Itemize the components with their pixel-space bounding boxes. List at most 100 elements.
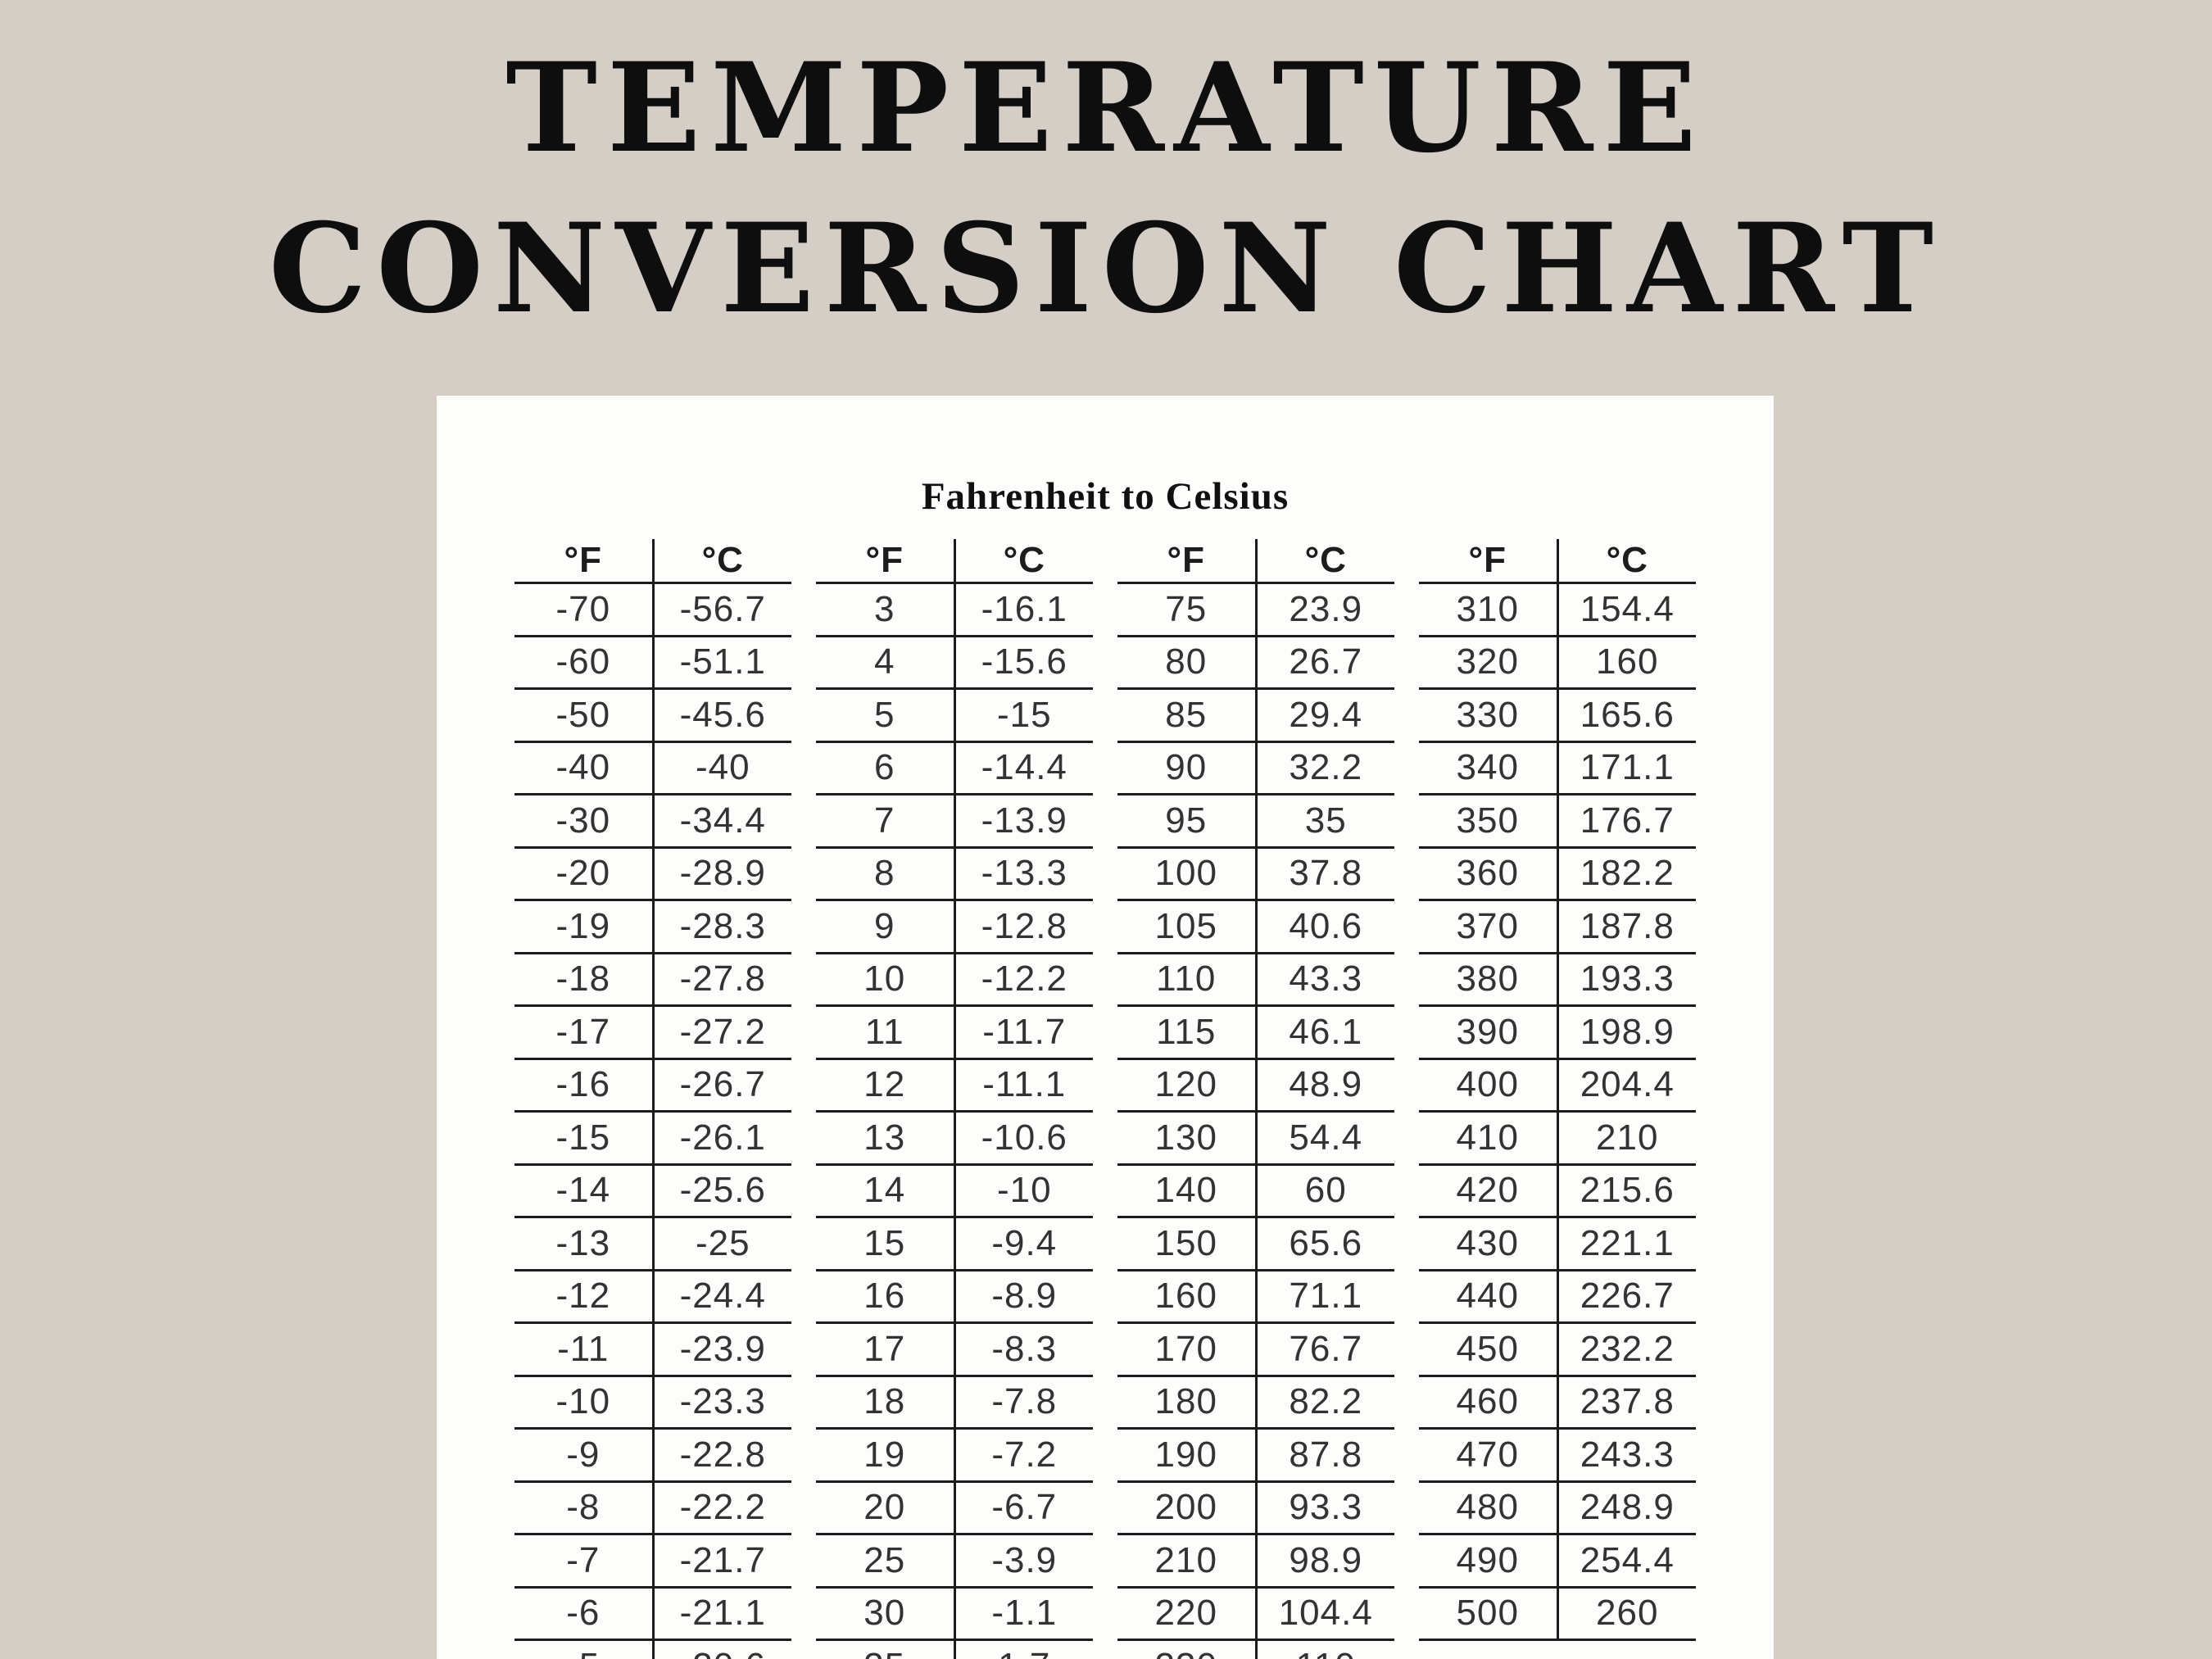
fahrenheit-cell: -6 xyxy=(514,1588,655,1639)
table-row: 75 23.9 xyxy=(1117,582,1394,635)
table-row: 5 -15 xyxy=(816,687,1093,741)
fahrenheit-cell: 360 xyxy=(1419,848,1559,899)
table-row: -18 -27.8 xyxy=(514,951,791,1004)
celsius-cell: -24.4 xyxy=(679,1276,766,1317)
table-row: 13 -10.6 xyxy=(816,1110,1093,1163)
fahrenheit-cell: 140 xyxy=(1117,1165,1258,1216)
fahrenheit-cell: -9 xyxy=(514,1430,655,1480)
fahrenheit-cell: 500 xyxy=(1419,1588,1559,1639)
celsius-cell: -13.3 xyxy=(981,853,1067,894)
fahrenheit-cell: -70 xyxy=(514,584,655,635)
fahrenheit-header-cell: °F xyxy=(1117,539,1258,582)
celsius-cell: -21.7 xyxy=(679,1539,766,1580)
celsius-cell: -28.9 xyxy=(679,853,766,894)
conversion-table-group: °F °C 75 23.9 80 26.7 85 29.4 90 32.2 95 35 100 37.8 1… xyxy=(1117,539,1394,1659)
fahrenheit-cell: -15 xyxy=(514,1113,655,1163)
fahrenheit-cell: 350 xyxy=(1419,796,1559,846)
fahrenheit-cell: 12 xyxy=(816,1059,956,1110)
table-row: 180 82.2 xyxy=(1117,1374,1394,1427)
fahrenheit-cell: 110 xyxy=(1117,954,1258,1004)
celsius-cell: 226.7 xyxy=(1580,1276,1675,1317)
fahrenheit-cell: -16 xyxy=(514,1059,655,1110)
fahrenheit-cell: -8 xyxy=(514,1482,655,1533)
table-row: 400 204.4 xyxy=(1419,1057,1696,1110)
table-row: 95 35 xyxy=(1117,793,1394,846)
table-row: 90 32.2 xyxy=(1117,740,1394,793)
table-row: 20 -6.7 xyxy=(816,1480,1093,1533)
fahrenheit-cell: 410 xyxy=(1419,1113,1559,1163)
celsius-cell: 232.2 xyxy=(1580,1328,1675,1369)
fahrenheit-cell: 450 xyxy=(1419,1324,1559,1375)
table-row: -12 -24.4 xyxy=(514,1268,791,1321)
table-row: 440 226.7 xyxy=(1419,1268,1696,1321)
celsius-cell: 198.9 xyxy=(1580,1011,1675,1052)
table-row: 210 98.9 xyxy=(1117,1533,1394,1586)
table-row: 430 221.1 xyxy=(1419,1216,1696,1269)
fahrenheit-cell: 430 xyxy=(1419,1218,1559,1269)
table-row: 230110 xyxy=(1117,1639,1394,1659)
celsius-cell: -34.4 xyxy=(679,800,766,841)
celsius-cell: -7.2 xyxy=(991,1434,1058,1475)
fahrenheit-cell: 380 xyxy=(1419,954,1559,1004)
celsius-cell: -1.1 xyxy=(991,1593,1058,1634)
fahrenheit-cell: 18 xyxy=(816,1376,956,1427)
fahrenheit-cell: 160 xyxy=(1117,1271,1258,1321)
fahrenheit-cell: -18 xyxy=(514,954,655,1004)
fahrenheit-cell: 11 xyxy=(816,1007,956,1058)
fahrenheit-cell: -40 xyxy=(514,742,655,793)
celsius-cell: -27.8 xyxy=(679,959,766,999)
fahrenheit-cell: 14 xyxy=(816,1165,956,1216)
celsius-cell: 171.1 xyxy=(1580,747,1675,788)
fahrenheit-cell: -14 xyxy=(514,1165,655,1216)
fahrenheit-cell: 170 xyxy=(1117,1324,1258,1375)
celsius-cell: 254.4 xyxy=(1580,1539,1675,1580)
celsius-cell: 65.6 xyxy=(1289,1222,1363,1263)
table-header-row: °F °C xyxy=(1117,539,1394,582)
fahrenheit-header-cell: °F xyxy=(816,539,956,582)
celsius-cell: -23.3 xyxy=(679,1381,766,1422)
celsius-cell: -23.9 xyxy=(679,1328,766,1369)
table-row: -13 -25 xyxy=(514,1216,791,1269)
celsius-cell: -15 xyxy=(996,694,1052,735)
fahrenheit-cell: 10 xyxy=(816,954,956,1004)
table-row: 3 -16.1 xyxy=(816,582,1093,635)
table-row: 450 232.2 xyxy=(1419,1321,1696,1375)
table-row: 10 -12.2 xyxy=(816,951,1093,1004)
table-row: 390 198.9 xyxy=(1419,1004,1696,1058)
table-row: -20 -28.9 xyxy=(514,845,791,899)
table-row: 330 165.6 xyxy=(1419,687,1696,741)
fahrenheit-cell: 420 xyxy=(1419,1165,1559,1216)
celsius-cell: -45.6 xyxy=(679,694,766,735)
fahrenheit-cell: 80 xyxy=(1117,637,1258,687)
celsius-cell: 221.1 xyxy=(1580,1222,1675,1263)
fahrenheit-cell: 4 xyxy=(816,637,956,687)
fahrenheit-cell: 370 xyxy=(1419,901,1559,952)
table-row: 18 -7.8 xyxy=(816,1374,1093,1427)
celsius-cell: 82.2 xyxy=(1289,1381,1363,1422)
celsius-cell: -25.6 xyxy=(679,1170,766,1211)
table-row: 380 193.3 xyxy=(1419,951,1696,1004)
fahrenheit-cell: 3 xyxy=(816,584,956,635)
fahrenheit-cell: 85 xyxy=(1117,690,1258,741)
fahrenheit-cell: 400 xyxy=(1419,1059,1559,1110)
celsius-cell: -56.7 xyxy=(679,588,766,629)
table-row: 470 243.3 xyxy=(1419,1427,1696,1480)
celsius-cell: -10 xyxy=(996,1170,1052,1211)
table-row: -5-20.6 xyxy=(514,1639,791,1659)
table-row: -11 -23.9 xyxy=(514,1321,791,1375)
table-row: -16 -26.7 xyxy=(514,1057,791,1110)
fahrenheit-cell: 20 xyxy=(816,1482,956,1533)
table-row: 4 -15.6 xyxy=(816,634,1093,687)
fahrenheit-cell: -50 xyxy=(514,690,655,741)
fahrenheit-cell: 75 xyxy=(1117,584,1258,635)
table-row: 220 104.4 xyxy=(1117,1585,1394,1639)
table-row: 351.7 xyxy=(816,1639,1093,1659)
celsius-cell: -51.1 xyxy=(679,641,766,682)
fahrenheit-cell: 16 xyxy=(816,1271,956,1321)
fahrenheit-cell: 190 xyxy=(1117,1430,1258,1480)
celsius-cell: -15.6 xyxy=(981,641,1067,682)
table-row: 11 -11.7 xyxy=(816,1004,1093,1058)
table-row: 190 87.8 xyxy=(1117,1427,1394,1480)
celsius-cell: 48.9 xyxy=(1289,1064,1363,1105)
